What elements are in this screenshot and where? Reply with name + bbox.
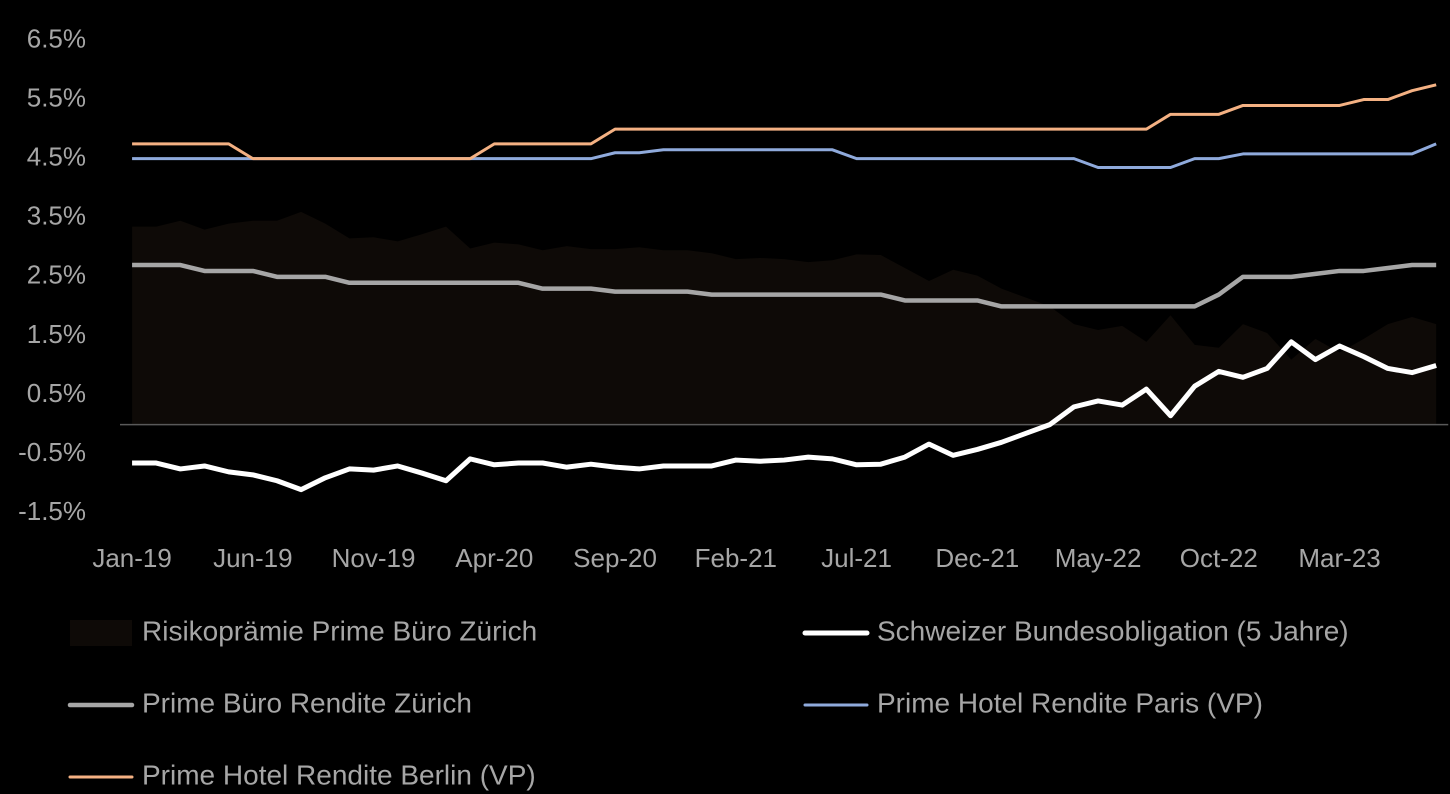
y-tick-label: -0.5% — [18, 437, 86, 467]
legend-label: Schweizer Bundesobligation (5 Jahre) — [877, 615, 1349, 646]
line — [132, 339, 1437, 493]
area — [132, 211, 1437, 425]
y-tick-label: 3.5% — [27, 201, 86, 231]
x-tick-label: Sep-20 — [573, 543, 657, 573]
y-tick-label: 6.5% — [27, 23, 86, 53]
y-tick-label: -1.5% — [18, 496, 86, 526]
x-tick-label: Oct-22 — [1180, 543, 1258, 573]
x-tick-label: Apr-20 — [455, 543, 533, 573]
x-tick-label: Jan-19 — [92, 543, 172, 573]
y-tick-label: 0.5% — [27, 378, 86, 408]
line — [132, 142, 1437, 170]
y-tick-label: 1.5% — [27, 319, 86, 349]
legend-swatch — [70, 620, 132, 646]
y-tick-label: 5.5% — [27, 82, 86, 112]
x-tick-label: Dec-21 — [935, 543, 1019, 573]
y-tick-label: 4.5% — [27, 142, 86, 172]
x-tick-label: Jul-21 — [821, 543, 892, 573]
x-tick-label: Mar-23 — [1298, 543, 1380, 573]
x-tick-label: Nov-19 — [332, 543, 416, 573]
x-tick-label: May-22 — [1055, 543, 1142, 573]
y-tick-label: 2.5% — [27, 260, 86, 290]
line — [132, 262, 1437, 309]
x-tick-label: Feb-21 — [695, 543, 777, 573]
x-tick-label: Jun-19 — [213, 543, 293, 573]
line — [132, 83, 1437, 161]
legend-label: Risikoprämie Prime Büro Zürich — [142, 615, 537, 646]
legend-label: Prime Hotel Rendite Berlin (VP) — [142, 759, 536, 790]
legend-label: Prime Hotel Rendite Paris (VP) — [877, 687, 1263, 718]
legend-label: Prime Büro Rendite Zürich — [142, 687, 472, 718]
